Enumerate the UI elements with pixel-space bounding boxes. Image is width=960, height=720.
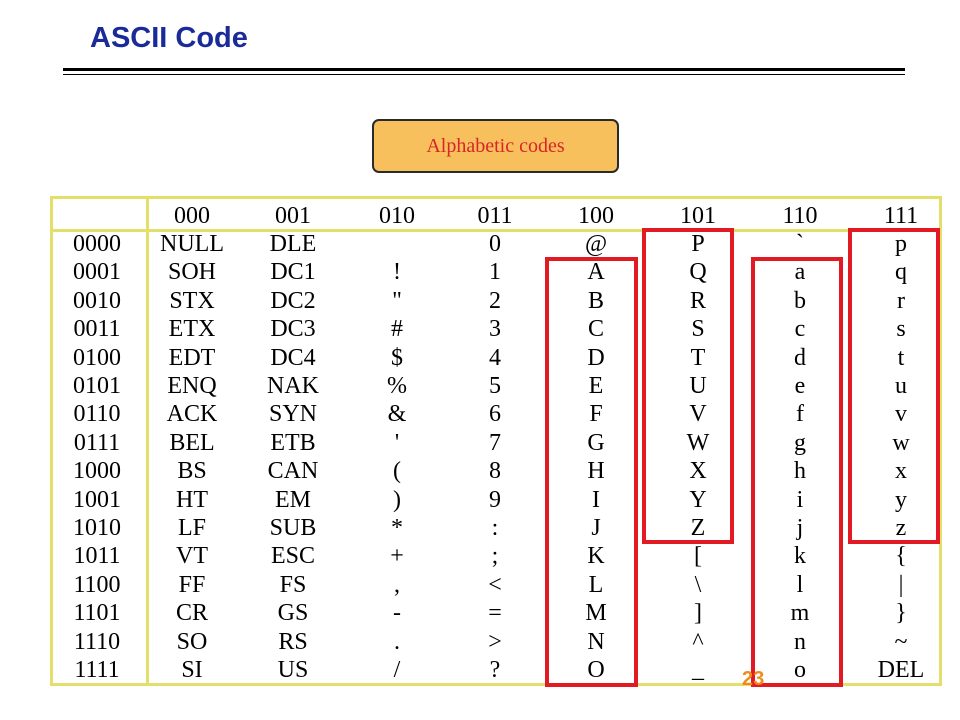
slide-title: ASCII Code [90,22,248,54]
uppercase-highlight-box-left [545,257,638,687]
title-rule-thick [63,68,905,71]
header-divider [50,229,942,232]
ascii-table-frame [50,196,942,686]
lowercase-highlight-box-left [751,257,843,687]
alphabetic-codes-callout: Alphabetic codes [372,119,619,173]
lowercase-highlight-box-right [848,228,940,544]
page-number: 23 [742,668,765,690]
uppercase-highlight-box-right [642,228,734,544]
row-code-divider [146,196,149,686]
title-rule-thin [63,74,905,75]
